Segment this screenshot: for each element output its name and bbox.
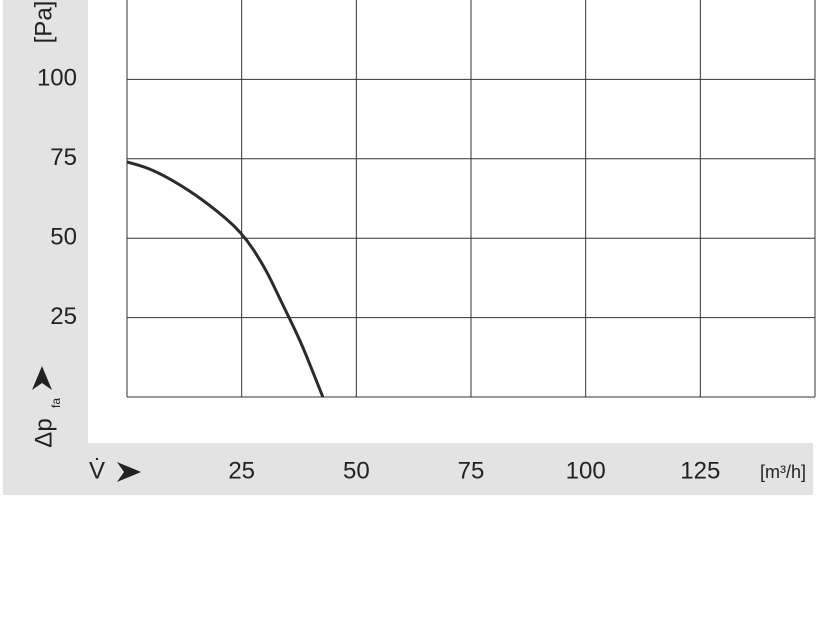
y-tick-label: 50 [50, 224, 77, 251]
fan-curve [126, 160, 325, 398]
y-tick-label: 75 [50, 144, 77, 171]
y-axis-band [3, 0, 88, 495]
y-label-sub: fa [49, 398, 63, 408]
x-tick-label: 25 [228, 457, 255, 484]
y-arrow [32, 366, 52, 390]
x-arrow [117, 462, 141, 482]
x-axis-band [3, 443, 813, 495]
x-tick-label: 75 [458, 457, 485, 484]
plot-area [126, 0, 816, 398]
x-unit: [m³/h] [760, 462, 806, 482]
y-tick-label: 100 [37, 65, 77, 92]
y-label: Δp [30, 418, 57, 447]
x-tick-label: 50 [343, 457, 370, 484]
x-tick-label: 125 [680, 457, 720, 484]
y-axis-title: Δp fa [30, 398, 63, 448]
x-label: V̇ [89, 457, 105, 485]
x-tick-label: 100 [566, 457, 606, 484]
y-unit: [Pa] [30, 1, 57, 44]
y-tick-label: 25 [50, 303, 77, 330]
